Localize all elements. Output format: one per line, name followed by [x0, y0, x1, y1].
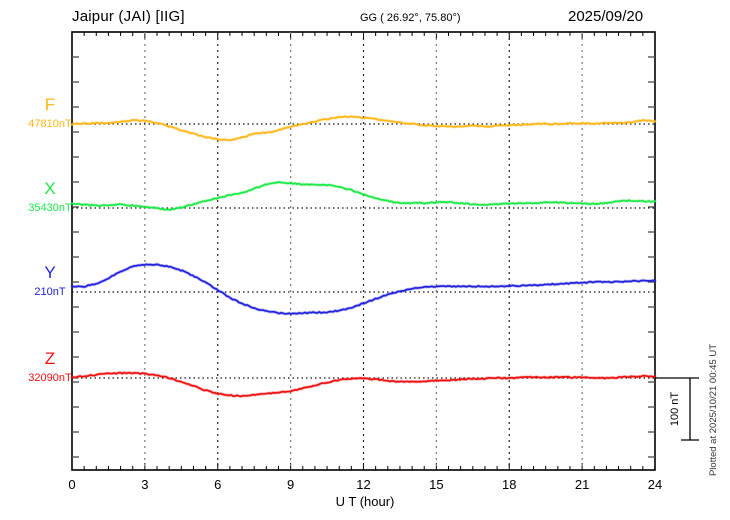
- x-tick-label: 12: [356, 477, 370, 492]
- plotted-at-label: Plotted at 2025/10/21 00:45 UT: [708, 344, 719, 476]
- x-tick-labels: 0 3 6 9 12 15 18 21 24: [68, 477, 662, 492]
- x-tick-label: 21: [575, 477, 589, 492]
- component-code-x: X: [44, 179, 55, 198]
- x-tick-label: 24: [648, 477, 662, 492]
- x-axis-title: U T (hour): [335, 494, 395, 509]
- component-code-y: Y: [44, 263, 55, 282]
- trace-lines: [70, 114, 657, 399]
- component-baseline-f: 47810nT: [28, 118, 72, 130]
- scale-bar-label: 100 nT: [669, 392, 681, 427]
- component-code-z: Z: [45, 349, 55, 368]
- x-tick-label: 18: [502, 477, 516, 492]
- x-tick-label: 9: [287, 477, 294, 492]
- x-tick-label: 3: [141, 477, 148, 492]
- scale-bar: 100 nT: [655, 377, 699, 441]
- component-baseline-z: 32090nT: [28, 372, 72, 384]
- x-tick-label: 6: [214, 477, 221, 492]
- component-code-f: F: [45, 95, 55, 114]
- component-baseline-x: 35430nT: [28, 202, 72, 214]
- grid-lines: [144, 32, 583, 470]
- component-baseline-y: 210nT: [34, 286, 65, 298]
- geographic-coordinates: GG ( 26.92°, 75.80°): [360, 12, 461, 24]
- component-labels: F 47810nT X 35430nT Y 210nT Z 32090nT: [28, 95, 72, 384]
- plotted-at-stamp: Plotted at 2025/10/21 00:45 UT: [708, 344, 719, 476]
- x-tick-label: 0: [68, 477, 75, 492]
- station-title: Jaipur (JAI) [IIG]: [72, 8, 185, 25]
- x-tick-label: 15: [429, 477, 443, 492]
- observation-date: 2025/09/20: [568, 8, 644, 25]
